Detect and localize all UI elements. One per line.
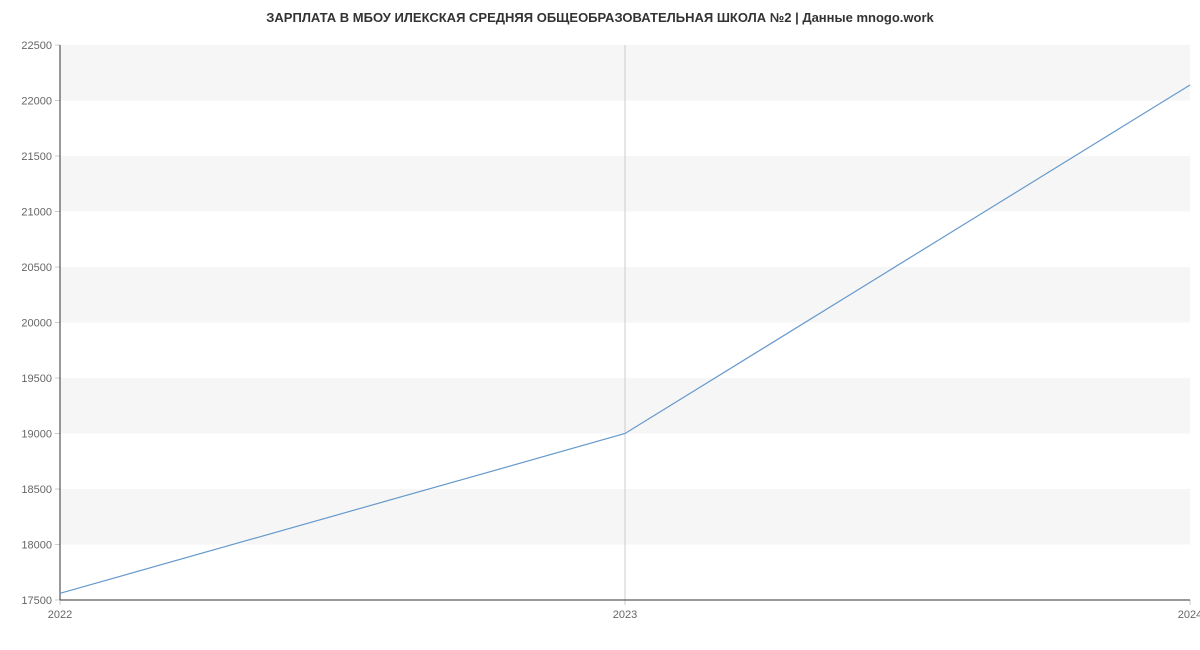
chart-title: ЗАРПЛАТА В МБОУ ИЛЕКСКАЯ СРЕДНЯЯ ОБЩЕОБР… <box>0 10 1200 25</box>
y-tick-label: 20500 <box>21 262 52 274</box>
y-tick-label: 19500 <box>21 373 52 385</box>
y-tick-label: 18000 <box>21 540 52 552</box>
x-tick-label: 2024 <box>1178 609 1200 621</box>
y-tick-label: 17500 <box>21 595 52 607</box>
line-chart: 17500 18000 18500 19000 19500 20000 20500 21000… <box>0 30 1200 630</box>
y-tick-label: 22000 <box>21 96 52 108</box>
chart-container: 17500 18000 18500 19000 19500 20000 20500 21000… <box>0 30 1200 630</box>
y-tick-label: 21500 <box>21 151 52 163</box>
y-tick-label: 18500 <box>21 484 52 496</box>
x-tick-label: 2022 <box>48 609 72 621</box>
y-tick-label: 20000 <box>21 318 52 330</box>
y-tick-label: 22500 <box>21 40 52 52</box>
y-tick-label: 19000 <box>21 429 52 441</box>
x-tick-label: 2023 <box>613 609 637 621</box>
y-tick-label: 21000 <box>21 207 52 219</box>
